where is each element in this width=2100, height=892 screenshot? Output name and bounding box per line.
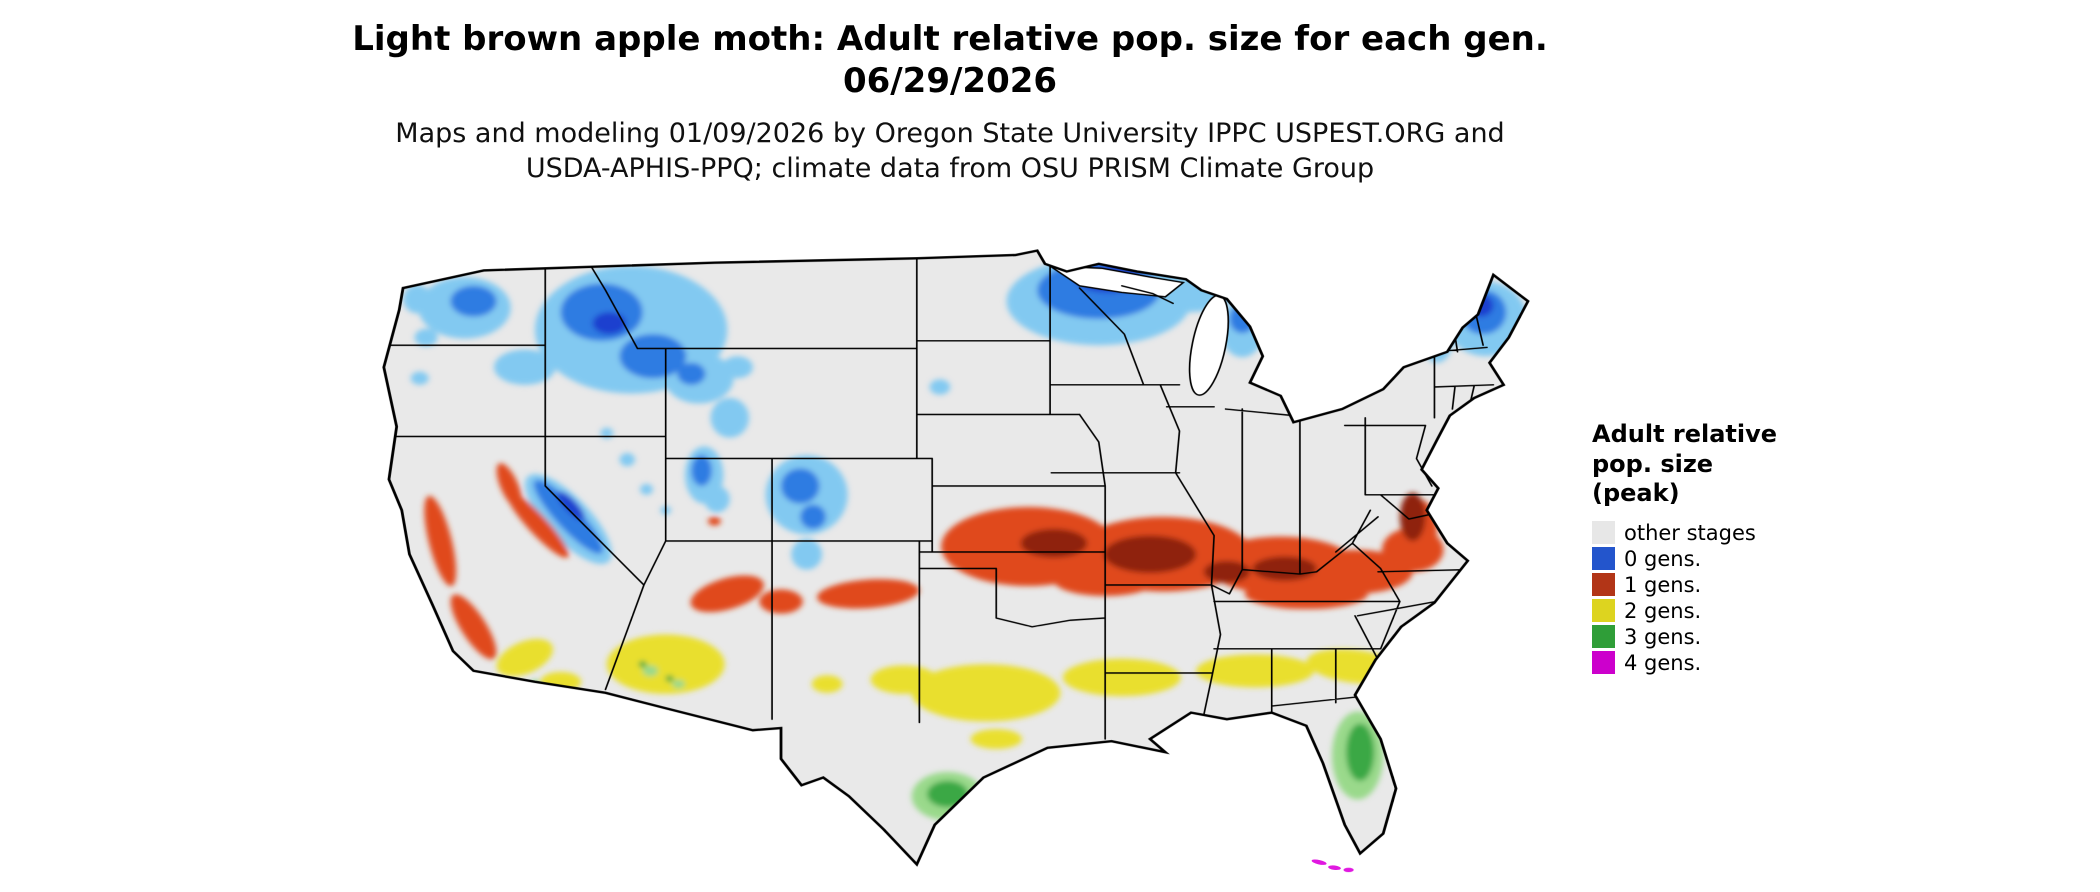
legend-title: Adult relative pop. size (peak) bbox=[1592, 420, 1777, 509]
legend-title-line-2: pop. size bbox=[1592, 449, 1714, 478]
legend-swatch-2-gens bbox=[1592, 599, 1615, 623]
legend-item-4-gens: 4 gens. bbox=[1592, 650, 1777, 676]
legend-item-1-gens: 1 gens. bbox=[1592, 572, 1777, 598]
legend-item-2-gens: 2 gens. bbox=[1592, 598, 1777, 624]
legend-label-2-gens: 2 gens. bbox=[1624, 598, 1702, 623]
legend-item-3-gens: 3 gens. bbox=[1592, 624, 1777, 650]
map-subtitle: Maps and modeling 01/09/2026 by Oregon S… bbox=[0, 116, 1900, 186]
legend-swatch-1-gens bbox=[1592, 573, 1615, 597]
legend-swatch-3-gens bbox=[1592, 625, 1615, 649]
state-borders bbox=[388, 257, 1495, 740]
map-legend: Adult relative pop. size (peak) other st… bbox=[1592, 420, 1777, 676]
subtitle-line-1: Maps and modeling 01/09/2026 by Oregon S… bbox=[395, 118, 1505, 150]
figure-titles: Light brown apple moth: Adult relative p… bbox=[0, 18, 1900, 187]
legend-label-0-gens: 0 gens. bbox=[1624, 546, 1702, 571]
map-layer-4-gens bbox=[1311, 859, 1354, 873]
lake-superior bbox=[1047, 265, 1186, 298]
map-data-layers bbox=[383, 250, 1528, 865]
us-map bbox=[382, 249, 1530, 873]
legend-item-0-gens: 0 gens. bbox=[1592, 546, 1777, 572]
map-title: Light brown apple moth: Adult relative p… bbox=[352, 19, 1548, 59]
legend-item-other-stages: other stages bbox=[1592, 520, 1777, 546]
legend-label-4-gens: 4 gens. bbox=[1624, 650, 1702, 675]
legend-items: other stages 0 gens. 1 gens. 2 gens. 3 g… bbox=[1592, 520, 1777, 676]
legend-label-1-gens: 1 gens. bbox=[1624, 572, 1702, 597]
legend-title-line-1: Adult relative bbox=[1592, 420, 1778, 448]
legend-swatch-4-gens bbox=[1592, 651, 1615, 675]
legend-label-other-stages: other stages bbox=[1624, 520, 1756, 545]
map-date: 06/29/2026 bbox=[842, 61, 1058, 102]
subtitle-line-2: USDA-APHIS-PPQ; climate data from OSU PR… bbox=[525, 153, 1375, 185]
map-layer-2-gens bbox=[496, 634, 1404, 749]
legend-swatch-0-gens bbox=[1592, 547, 1615, 571]
legend-label-3-gens: 3 gens. bbox=[1624, 624, 1702, 649]
legend-title-line-3: (peak) bbox=[1592, 479, 1680, 508]
legend-swatch-other-stages bbox=[1592, 521, 1615, 545]
